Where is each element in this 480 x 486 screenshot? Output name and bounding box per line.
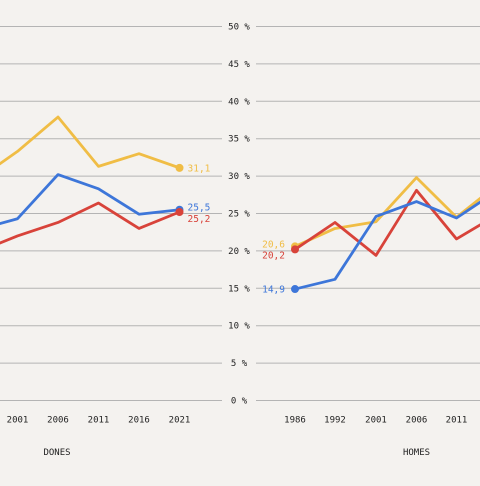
x-tick-label-homes: 1986: [284, 416, 306, 426]
start-point-homes-red: [291, 245, 299, 254]
x-tick-label-dones: 2006: [47, 416, 69, 426]
y-tick-label: 35 %: [228, 135, 250, 145]
value-label-dones-yellow: 31,1: [188, 163, 211, 174]
y-tick-label: 20 %: [228, 247, 250, 257]
y-tick-label: 50 %: [228, 23, 250, 33]
panel-label-dones: DONES: [43, 448, 70, 458]
panel-label-homes: HOMES: [403, 448, 430, 458]
x-tick-label-dones: 2016: [128, 416, 150, 426]
x-tick-label-dones: 2001: [7, 416, 29, 426]
start-point-homes-blue: [291, 285, 299, 294]
y-tick-label: 45 %: [228, 60, 250, 70]
y-tick-label: 25 %: [228, 210, 250, 220]
y-tick-label: 30 %: [228, 172, 250, 182]
value-label-dones-blue: 25,5: [188, 202, 211, 213]
value-label-homes-red: 20,2: [262, 250, 285, 261]
series-line-dones-red: [0, 201, 181, 245]
y-tick-label: 40 %: [228, 97, 250, 107]
value-label-homes-blue: 14,9: [262, 285, 285, 296]
x-tick-label-dones: 2021: [169, 416, 191, 426]
series-line-dones-blue: [0, 173, 181, 226]
value-label-homes-yellow: 20,6: [262, 239, 285, 250]
x-tick-label-homes: 2001: [365, 416, 387, 426]
y-tick-label: 10 %: [228, 322, 250, 332]
end-point-dones-red: [175, 208, 184, 217]
x-tick-label-homes: 2011: [446, 416, 468, 426]
y-tick-label: 15 %: [228, 284, 250, 294]
x-tick-label-homes: 1992: [324, 416, 346, 426]
y-tick-label: 5 %: [231, 359, 248, 369]
y-tick-label: 0 %: [231, 397, 248, 407]
series-line-homes-blue: [293, 200, 480, 291]
value-label-dones-red: 25,2: [188, 214, 211, 225]
series-line-homes-red: [293, 188, 480, 257]
series-line-dones-yellow: [0, 115, 181, 170]
x-tick-label-dones: 2011: [88, 416, 110, 426]
end-point-dones-yellow: [175, 163, 184, 172]
x-tick-label-homes: 2006: [406, 416, 428, 426]
